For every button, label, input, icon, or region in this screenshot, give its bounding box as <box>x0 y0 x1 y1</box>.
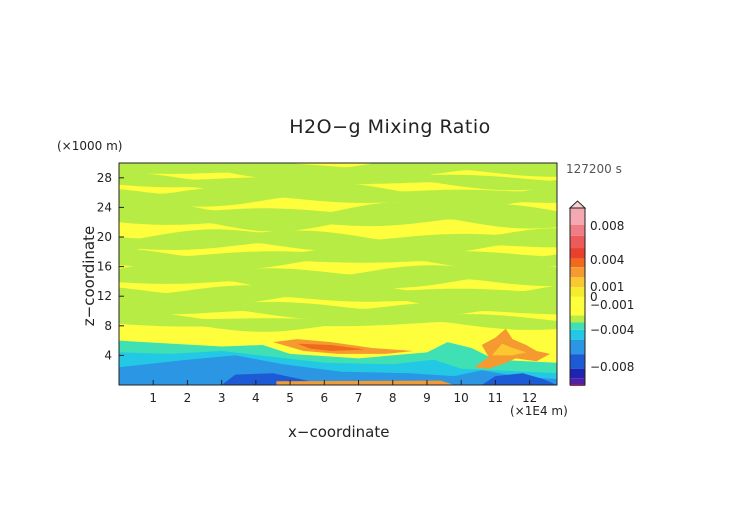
colorbar-swatch <box>570 322 585 330</box>
y-tick-label: 12 <box>97 289 112 303</box>
x-unit-label: (×1E4 m) <box>510 404 568 418</box>
colorbar-swatch <box>570 339 585 355</box>
field-surface-strip <box>276 380 455 385</box>
x-tick-label: 10 <box>454 391 469 405</box>
y-axis: 4 8 12 16 20 24 28 <box>97 171 124 362</box>
x-tick-label: 1 <box>149 391 157 405</box>
chart-title: H2O−g Mixing Ratio <box>289 116 491 138</box>
field-band <box>119 182 557 209</box>
colorbar-arrow <box>568 200 587 209</box>
x-tick-label: 5 <box>286 391 294 405</box>
colorbar-label: −0.008 <box>590 360 634 374</box>
field-cell-core <box>492 343 527 356</box>
colorbar-label: 0 <box>590 290 598 304</box>
field-band <box>119 163 557 181</box>
field-darkblue <box>481 373 557 385</box>
x-tick-label: 3 <box>218 391 226 405</box>
colorbar-swatch <box>570 329 585 340</box>
colorbar-swatch <box>570 296 585 316</box>
x-tick-label: 4 <box>252 391 260 405</box>
y-tick-label: 16 <box>97 260 112 274</box>
y-tick-label: 24 <box>97 200 112 214</box>
field-band <box>119 311 557 332</box>
x-axis-label: x−coordinate <box>288 423 390 441</box>
x-tick-label: 6 <box>320 391 328 405</box>
colorbar-swatch <box>570 287 585 297</box>
y-unit-label: (×1000 m) <box>57 139 123 153</box>
colorbar-swatch <box>570 224 585 236</box>
x-tick-label: 2 <box>184 391 192 405</box>
x-axis: 1 2 3 4 5 6 7 8 9 10 11 12 <box>149 380 537 405</box>
field-band <box>119 298 557 320</box>
colorbar-label: 0.004 <box>590 253 624 267</box>
y-tick-label: 4 <box>104 348 112 362</box>
y-tick-label: 8 <box>104 319 112 333</box>
y-tick-label: 28 <box>97 171 112 185</box>
contour-field <box>119 163 557 385</box>
colorbar-swatch <box>570 248 585 259</box>
time-label: 127200 s <box>566 162 622 176</box>
colorbar-swatch <box>570 267 585 278</box>
field-blue <box>119 355 557 385</box>
colorbar-label: 0.008 <box>590 219 624 233</box>
field-band <box>119 201 557 232</box>
colorbar-swatch <box>570 235 585 249</box>
x-tick-label: 9 <box>423 391 431 405</box>
x-tick-label: 7 <box>355 391 363 405</box>
colorbar-swatch <box>570 354 585 369</box>
colorbar-swatch <box>570 258 585 268</box>
plot-frame <box>118 162 558 386</box>
colorbar-swatch <box>570 368 585 379</box>
colorbar-swatch <box>570 208 585 225</box>
colorbar-label: −0.004 <box>590 323 634 337</box>
x-tick-label: 11 <box>488 391 503 405</box>
y-tick-label: 20 <box>97 230 112 244</box>
field-band <box>119 245 557 270</box>
x-tick-label: 8 <box>389 391 397 405</box>
colorbar-label: −0.001 <box>590 298 634 312</box>
colorbar-swatch <box>570 277 585 288</box>
x-tick-label: 12 <box>522 391 537 405</box>
field-band <box>119 262 557 291</box>
field-redorange <box>296 343 366 351</box>
colorbar-swatch <box>570 315 585 323</box>
field-band <box>119 170 557 191</box>
colorbar-swatch <box>570 378 585 385</box>
field-orange <box>273 339 414 354</box>
field-band <box>119 228 557 255</box>
colorbar-label: 0.001 <box>590 280 624 294</box>
